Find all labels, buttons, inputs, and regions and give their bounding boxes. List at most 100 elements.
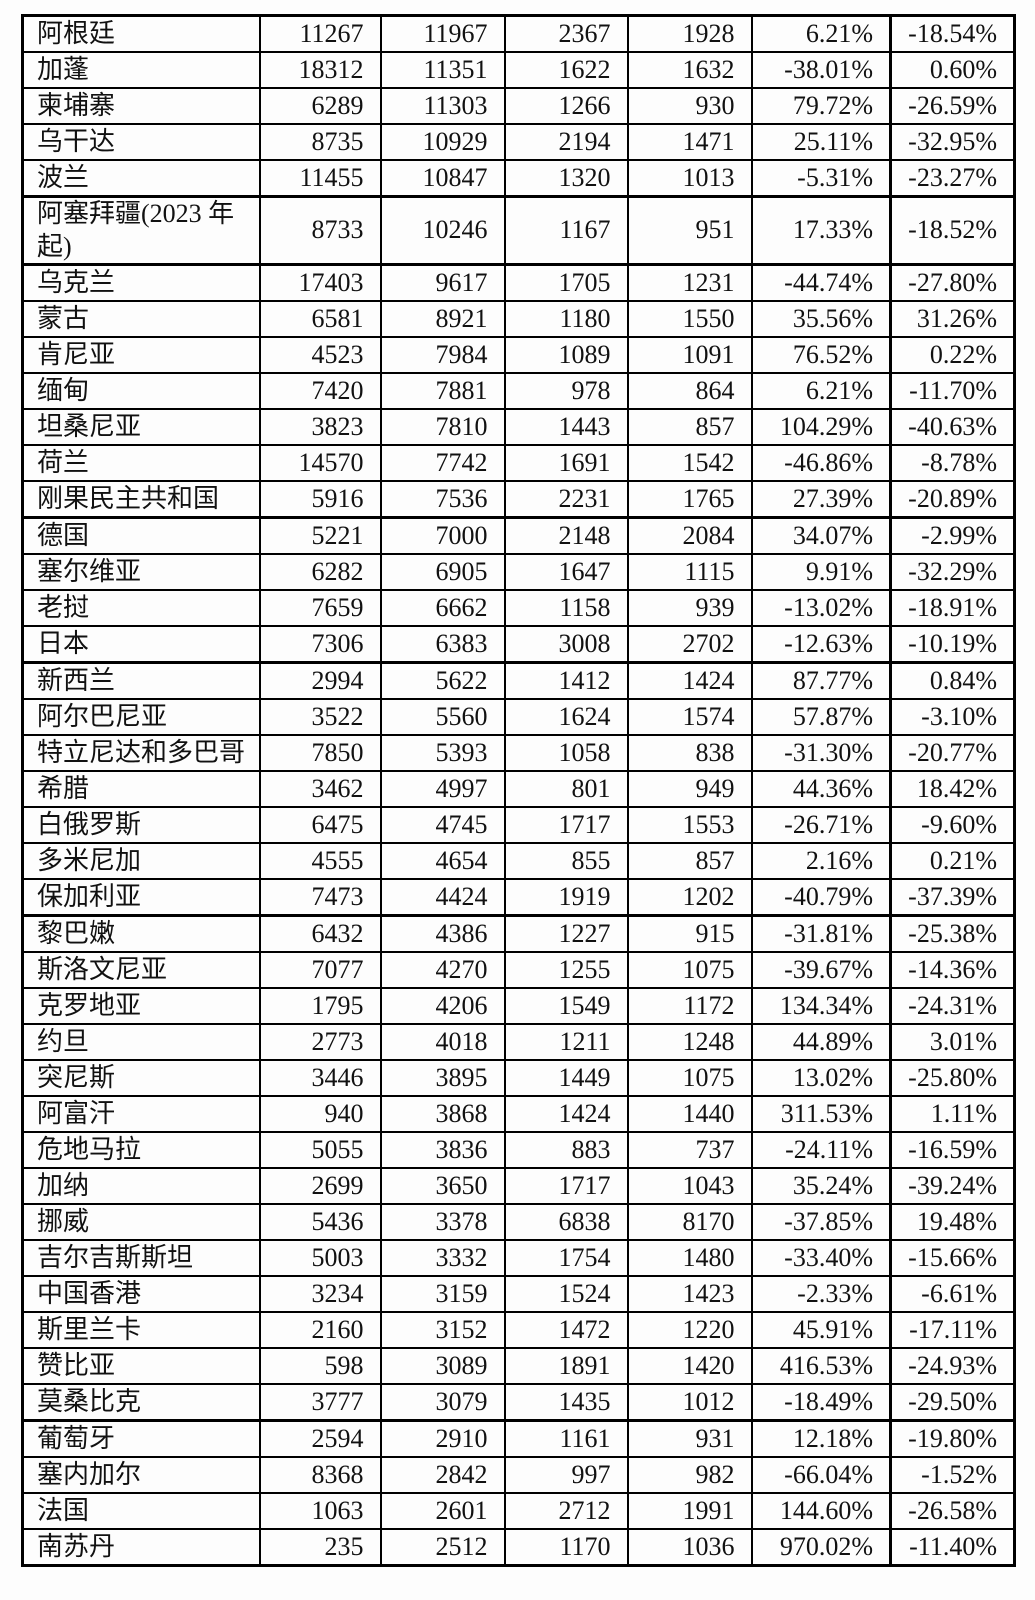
value-cell: 1919: [503, 878, 629, 917]
country-name-cell: 白俄罗斯: [21, 806, 261, 844]
value-cell: 3868: [379, 1095, 506, 1133]
percent-change-cell: -26.59%: [889, 87, 1016, 125]
percent-change-cell: -25.38%: [889, 914, 1016, 953]
percent-change-cell: 1.11%: [889, 1095, 1016, 1133]
country-name-cell: 莫桑比克: [21, 1383, 261, 1422]
value-cell: 1058: [503, 734, 629, 772]
percent-change-cell: -18.54%: [889, 14, 1016, 53]
country-name-cell: 肯尼亚: [21, 336, 261, 374]
value-cell: 939: [626, 589, 753, 627]
country-name-cell: 新西兰: [21, 661, 261, 700]
value-cell: 3378: [379, 1203, 506, 1241]
percent-change-cell: 6.21%: [750, 14, 892, 53]
value-cell: 1231: [626, 263, 753, 302]
percent-change-cell: -5.31%: [750, 159, 892, 198]
percent-change-cell: -14.36%: [889, 951, 1016, 989]
table-row: 法国 1063 2601 2712 1991 144.60% -26.58%: [21, 1492, 1016, 1530]
value-cell: 8735: [258, 123, 382, 161]
table-row: 突尼斯 3446 3895 1449 1075 13.02% -25.80%: [21, 1059, 1016, 1097]
table-row: 黎巴嫩 6432 4386 1227 915 -31.81% -25.38%: [21, 914, 1016, 953]
value-cell: 2367: [503, 14, 629, 53]
value-cell: 7742: [379, 444, 506, 482]
value-cell: 10847: [379, 159, 506, 198]
value-cell: 3823: [258, 408, 382, 446]
percent-change-cell: 44.89%: [750, 1023, 892, 1061]
percent-change-cell: -11.70%: [889, 372, 1016, 410]
value-cell: 2699: [258, 1167, 382, 1205]
value-cell: 1063: [258, 1492, 382, 1530]
table-row: 塞尔维亚 6282 6905 1647 1115 9.91% -32.29%: [21, 553, 1016, 591]
value-cell: 1991: [626, 1492, 753, 1530]
value-cell: 838: [626, 734, 753, 772]
value-cell: 1180: [503, 300, 629, 338]
value-cell: 978: [503, 372, 629, 410]
country-name-cell: 刚果民主共和国: [21, 480, 261, 519]
value-cell: 10246: [379, 195, 506, 266]
value-cell: 2148: [503, 516, 629, 555]
value-cell: 3079: [379, 1383, 506, 1422]
value-cell: 3777: [258, 1383, 382, 1422]
value-cell: 6581: [258, 300, 382, 338]
value-cell: 8368: [258, 1456, 382, 1494]
country-name-cell: 保加利亚: [21, 878, 261, 917]
value-cell: 1471: [626, 123, 753, 161]
value-cell: 951: [626, 195, 753, 266]
value-cell: 1480: [626, 1239, 753, 1277]
value-cell: 1255: [503, 951, 629, 989]
percent-change-cell: -38.01%: [750, 51, 892, 89]
percent-change-cell: 134.34%: [750, 987, 892, 1025]
value-cell: 1472: [503, 1311, 629, 1349]
percent-change-cell: 0.84%: [889, 661, 1016, 700]
percent-change-cell: -33.40%: [750, 1239, 892, 1277]
value-cell: 2712: [503, 1492, 629, 1530]
value-cell: 7659: [258, 589, 382, 627]
percent-change-cell: -11.40%: [889, 1528, 1016, 1567]
table-row: 坦桑尼亚 3823 7810 1443 857 104.29% -40.63%: [21, 408, 1016, 446]
value-cell: 1553: [626, 806, 753, 844]
value-cell: 915: [626, 914, 753, 953]
value-cell: 883: [503, 1131, 629, 1169]
value-cell: 1632: [626, 51, 753, 89]
value-cell: 1717: [503, 806, 629, 844]
value-cell: 2231: [503, 480, 629, 519]
table-row: 多米尼加 4555 4654 855 857 2.16% 0.21%: [21, 842, 1016, 880]
table-row: 特立尼达和多巴哥 7850 5393 1058 838 -31.30% -20.77%: [21, 734, 1016, 772]
country-name-cell: 塞尔维亚: [21, 553, 261, 591]
percent-change-cell: -2.99%: [889, 516, 1016, 555]
value-cell: 4997: [379, 770, 506, 808]
value-cell: 1091: [626, 336, 753, 374]
table-row: 乌干达 8735 10929 2194 1471 25.11% -32.95%: [21, 123, 1016, 161]
value-cell: 3895: [379, 1059, 506, 1097]
percent-change-cell: 44.36%: [750, 770, 892, 808]
value-cell: 1440: [626, 1095, 753, 1133]
country-name-cell: 约旦: [21, 1023, 261, 1061]
value-cell: 6432: [258, 914, 382, 953]
country-name-cell: 塞内加尔: [21, 1456, 261, 1494]
percent-change-cell: 79.72%: [750, 87, 892, 125]
country-name-cell: 中国香港: [21, 1275, 261, 1313]
value-cell: 6838: [503, 1203, 629, 1241]
percent-change-cell: -18.49%: [750, 1383, 892, 1422]
percent-change-cell: -23.27%: [889, 159, 1016, 198]
country-name-cell: 斯里兰卡: [21, 1311, 261, 1349]
value-cell: 8733: [258, 195, 382, 266]
percent-change-cell: -31.30%: [750, 734, 892, 772]
value-cell: 997: [503, 1456, 629, 1494]
value-cell: 1036: [626, 1528, 753, 1567]
value-cell: 1202: [626, 878, 753, 917]
value-cell: 1574: [626, 698, 753, 736]
value-cell: 8921: [379, 300, 506, 338]
value-cell: 2160: [258, 1311, 382, 1349]
value-cell: 3446: [258, 1059, 382, 1097]
percent-change-cell: 18.42%: [889, 770, 1016, 808]
percent-change-cell: 0.22%: [889, 336, 1016, 374]
table-row: 赞比亚 598 3089 1891 1420 416.53% -24.93%: [21, 1347, 1016, 1385]
value-cell: 949: [626, 770, 753, 808]
value-cell: 1795: [258, 987, 382, 1025]
value-cell: 1013: [626, 159, 753, 198]
value-cell: 7850: [258, 734, 382, 772]
value-cell: 2594: [258, 1419, 382, 1458]
value-cell: 940: [258, 1095, 382, 1133]
value-cell: 1075: [626, 1059, 753, 1097]
percent-change-cell: -12.63%: [750, 625, 892, 664]
